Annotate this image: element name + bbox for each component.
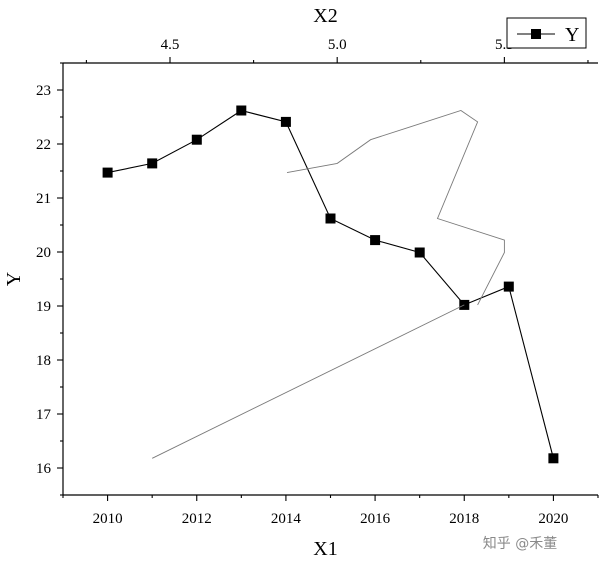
data-point-marker xyxy=(503,281,514,292)
series-line-1 xyxy=(286,110,505,306)
data-point-marker xyxy=(548,453,559,464)
y-tick-label: 19 xyxy=(36,299,51,315)
x1-tick-label: 2014 xyxy=(271,511,302,527)
x2-axis-title: X2 xyxy=(313,5,337,27)
axes-layer: 16 17 18 19 20 21 22 23 2010 2012 2014 2016 2018 2020… xyxy=(3,5,599,560)
y-axis-title: Y xyxy=(3,272,25,286)
x1-tick-label: 2016 xyxy=(360,511,391,527)
x1-tick-label: 2010 xyxy=(93,511,123,527)
series-line-2 xyxy=(152,304,465,459)
legend-label: Y xyxy=(565,24,579,46)
y-tick-label: 17 xyxy=(36,407,52,423)
data-point-marker xyxy=(236,105,247,116)
y-tick-label: 21 xyxy=(36,191,51,207)
legend-marker xyxy=(531,29,541,39)
data-point-marker xyxy=(147,158,158,169)
y-tick-label: 16 xyxy=(36,461,52,477)
y-tick-label: 22 xyxy=(36,137,51,153)
watermark-text: 知乎 @禾董 xyxy=(483,535,557,552)
legend-box xyxy=(506,17,587,49)
x2-tick-label: 4.5 xyxy=(161,37,180,53)
y-tick-label: 18 xyxy=(36,353,51,369)
data-point-marker xyxy=(191,134,202,145)
data-point-marker xyxy=(280,116,291,127)
series-line-0 xyxy=(107,109,554,459)
series-layer xyxy=(102,105,559,464)
data-point-marker xyxy=(102,167,113,178)
data-point-marker xyxy=(370,235,381,246)
x1-axis-title: X1 xyxy=(313,538,337,560)
x1-tick-label: 2020 xyxy=(538,511,568,527)
data-point-marker xyxy=(414,247,425,258)
legend: Y xyxy=(506,17,587,49)
y-tick-label: 20 xyxy=(36,245,51,261)
data-point-marker xyxy=(325,213,336,224)
x1-tick-label: 2012 xyxy=(182,511,212,527)
x2-tick-label: 5.0 xyxy=(328,37,347,53)
y-tick-label: 23 xyxy=(36,83,51,99)
x1-tick-label: 2018 xyxy=(449,511,479,527)
